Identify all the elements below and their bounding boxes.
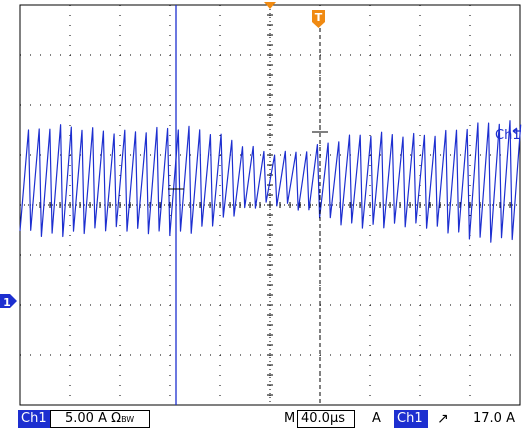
trigger-level-arrow-icon bbox=[512, 127, 521, 135]
trigger-position-icon[interactable] bbox=[264, 2, 276, 9]
trigger-slope-icon: ↗ bbox=[437, 411, 449, 427]
channel-badge[interactable]: Ch1 bbox=[18, 410, 50, 428]
waveform-trace bbox=[19, 120, 522, 243]
trigger-t-marker[interactable]: T bbox=[312, 10, 325, 28]
scale-suffix: Ω bbox=[111, 411, 122, 426]
scale-value: 5.00 A bbox=[65, 411, 107, 426]
timebase-readout[interactable]: 40.0µs bbox=[297, 410, 355, 428]
trigger-mode: A bbox=[372, 411, 381, 426]
trigger-channel[interactable]: Ch1 bbox=[394, 410, 428, 428]
cursor-lines bbox=[168, 5, 328, 405]
trigger-level-readout[interactable]: 17.0 A bbox=[466, 410, 524, 428]
channel-ground-icon[interactable]: 1 bbox=[0, 294, 17, 309]
scale-sub: B bbox=[121, 415, 127, 424]
timebase-prefix: M bbox=[284, 411, 296, 426]
vertical-scale-readout[interactable]: 5.00 A ΩBW bbox=[50, 410, 150, 428]
channel-trace-label: Ch1 bbox=[495, 128, 521, 143]
channel-ground-label: 1 bbox=[3, 296, 11, 309]
trigger-label: T bbox=[315, 11, 323, 24]
scale-sub2: W bbox=[126, 415, 135, 424]
